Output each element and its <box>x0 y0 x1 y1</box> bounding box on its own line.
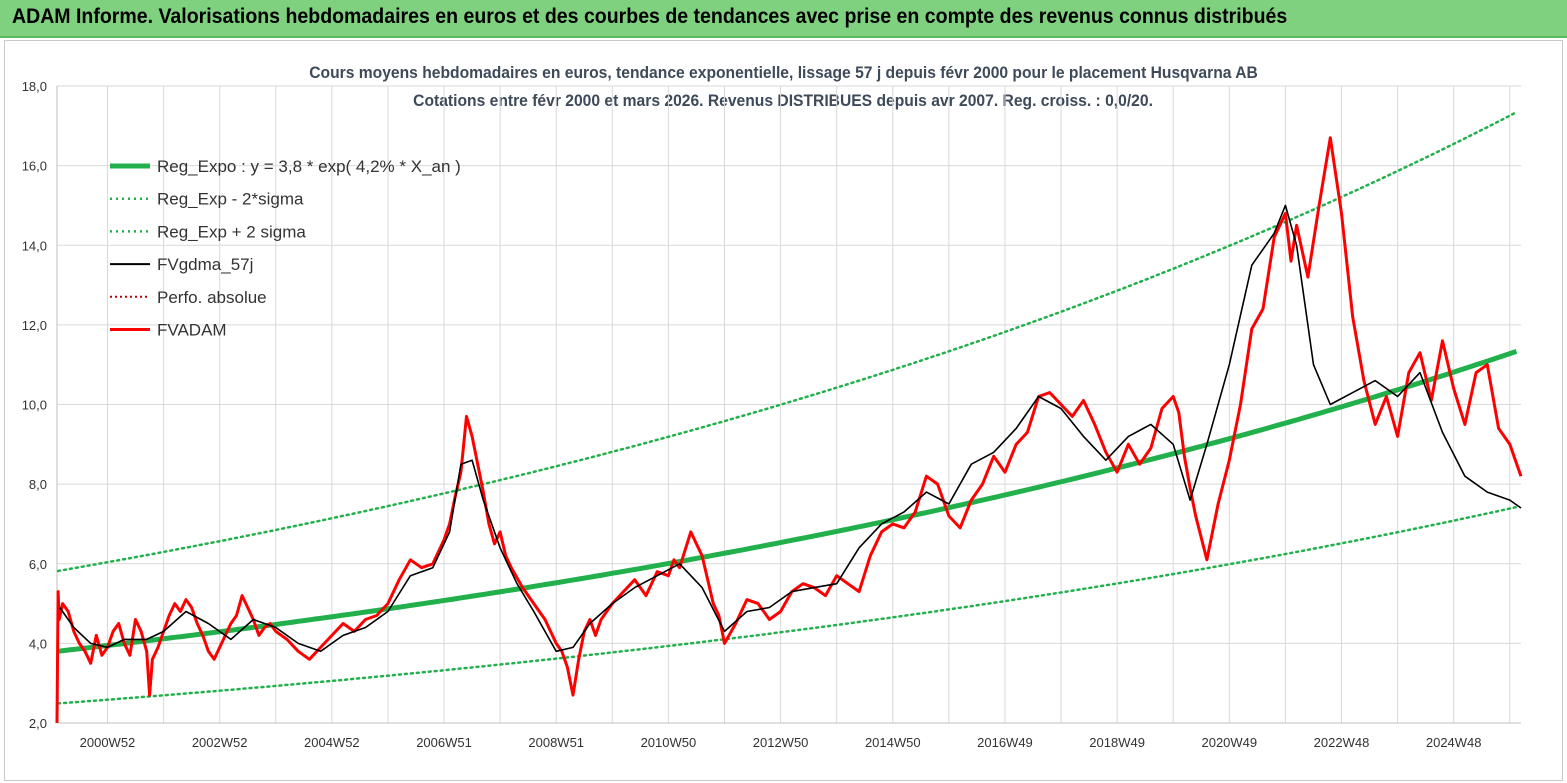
series-fvadam <box>55 136 1523 724</box>
x-tick-label: 2016W49 <box>977 735 1033 750</box>
y-tick-label: 12,0 <box>22 318 47 333</box>
x-tick-label: 2014W50 <box>865 735 921 750</box>
page-title: ADAM Informe. Valorisations hebdomadaire… <box>12 5 1288 28</box>
legend-label-trend: Reg_Expo : y = 3,8 * exp( 4,2% * X_an ) <box>157 157 461 176</box>
y-tick-label: 8,0 <box>29 477 47 492</box>
x-tick-label: 2002W52 <box>192 735 248 750</box>
x-axis: 2000W52 2002W52 2004W52 2006W51 2008W51 2010W… <box>80 735 1482 750</box>
x-tick-label: 2024W48 <box>1426 735 1482 750</box>
x-tick-label: 2010W50 <box>641 735 697 750</box>
header-banner: ADAM Informe. Valorisations hebdomadaire… <box>0 0 1567 38</box>
x-tick-label: 2000W52 <box>80 735 136 750</box>
legend-label-perfo: Perfo. absolue <box>157 288 267 307</box>
chart-title-line2: Cotations entre févr 2000 et mars 2026. … <box>0 91 1567 111</box>
series-trend <box>57 349 1518 654</box>
y-axis: 2,0 4,0 6,0 8,0 10,0 12,0 14,0 16,0 18,0 <box>22 79 47 731</box>
y-tick-label: 2,0 <box>29 716 47 731</box>
x-tick-label: 2008W51 <box>528 735 584 750</box>
y-tick-label: 14,0 <box>22 238 47 253</box>
y-tick-label: 18,0 <box>22 79 47 94</box>
x-tick-label: 2012W50 <box>753 735 809 750</box>
y-tick-label: 4,0 <box>29 636 47 651</box>
x-tick-label: 2022W48 <box>1314 735 1370 750</box>
series-upper-band <box>56 110 1518 573</box>
y-tick-label: 16,0 <box>22 159 47 174</box>
chart-title-line1-text: Cours moyens hebdomadaires en euros, ten… <box>309 63 1258 82</box>
chart-title-line1: Cours moyens hebdomadaires en euros, ten… <box>0 63 1567 83</box>
x-tick-label: 2020W49 <box>1201 735 1257 750</box>
legend-label-upper: Reg_Exp + 2 sigma <box>157 222 306 241</box>
y-tick-label: 6,0 <box>29 557 47 572</box>
legend: Reg_Expo : y = 3,8 * exp( 4,2% * X_an ) R… <box>110 157 461 340</box>
grid <box>56 85 1521 724</box>
chart-title-line2-text: Cotations entre févr 2000 et mars 2026. … <box>413 91 1154 110</box>
series-fvgdma <box>59 204 1522 653</box>
x-tick-label: 2004W52 <box>304 735 360 750</box>
x-tick-label: 2006W51 <box>416 735 472 750</box>
series-group <box>55 110 1523 724</box>
x-tick-label: 2018W49 <box>1089 735 1145 750</box>
legend-label-main: FVADAM <box>157 321 227 340</box>
y-tick-label: 10,0 <box>22 398 47 413</box>
chart-frame <box>4 40 1563 781</box>
legend-label-lower: Reg_Exp - 2*sigma <box>157 190 304 209</box>
legend-label-smooth: FVgdma_57j <box>157 255 253 274</box>
series-lower-band <box>56 505 1518 705</box>
